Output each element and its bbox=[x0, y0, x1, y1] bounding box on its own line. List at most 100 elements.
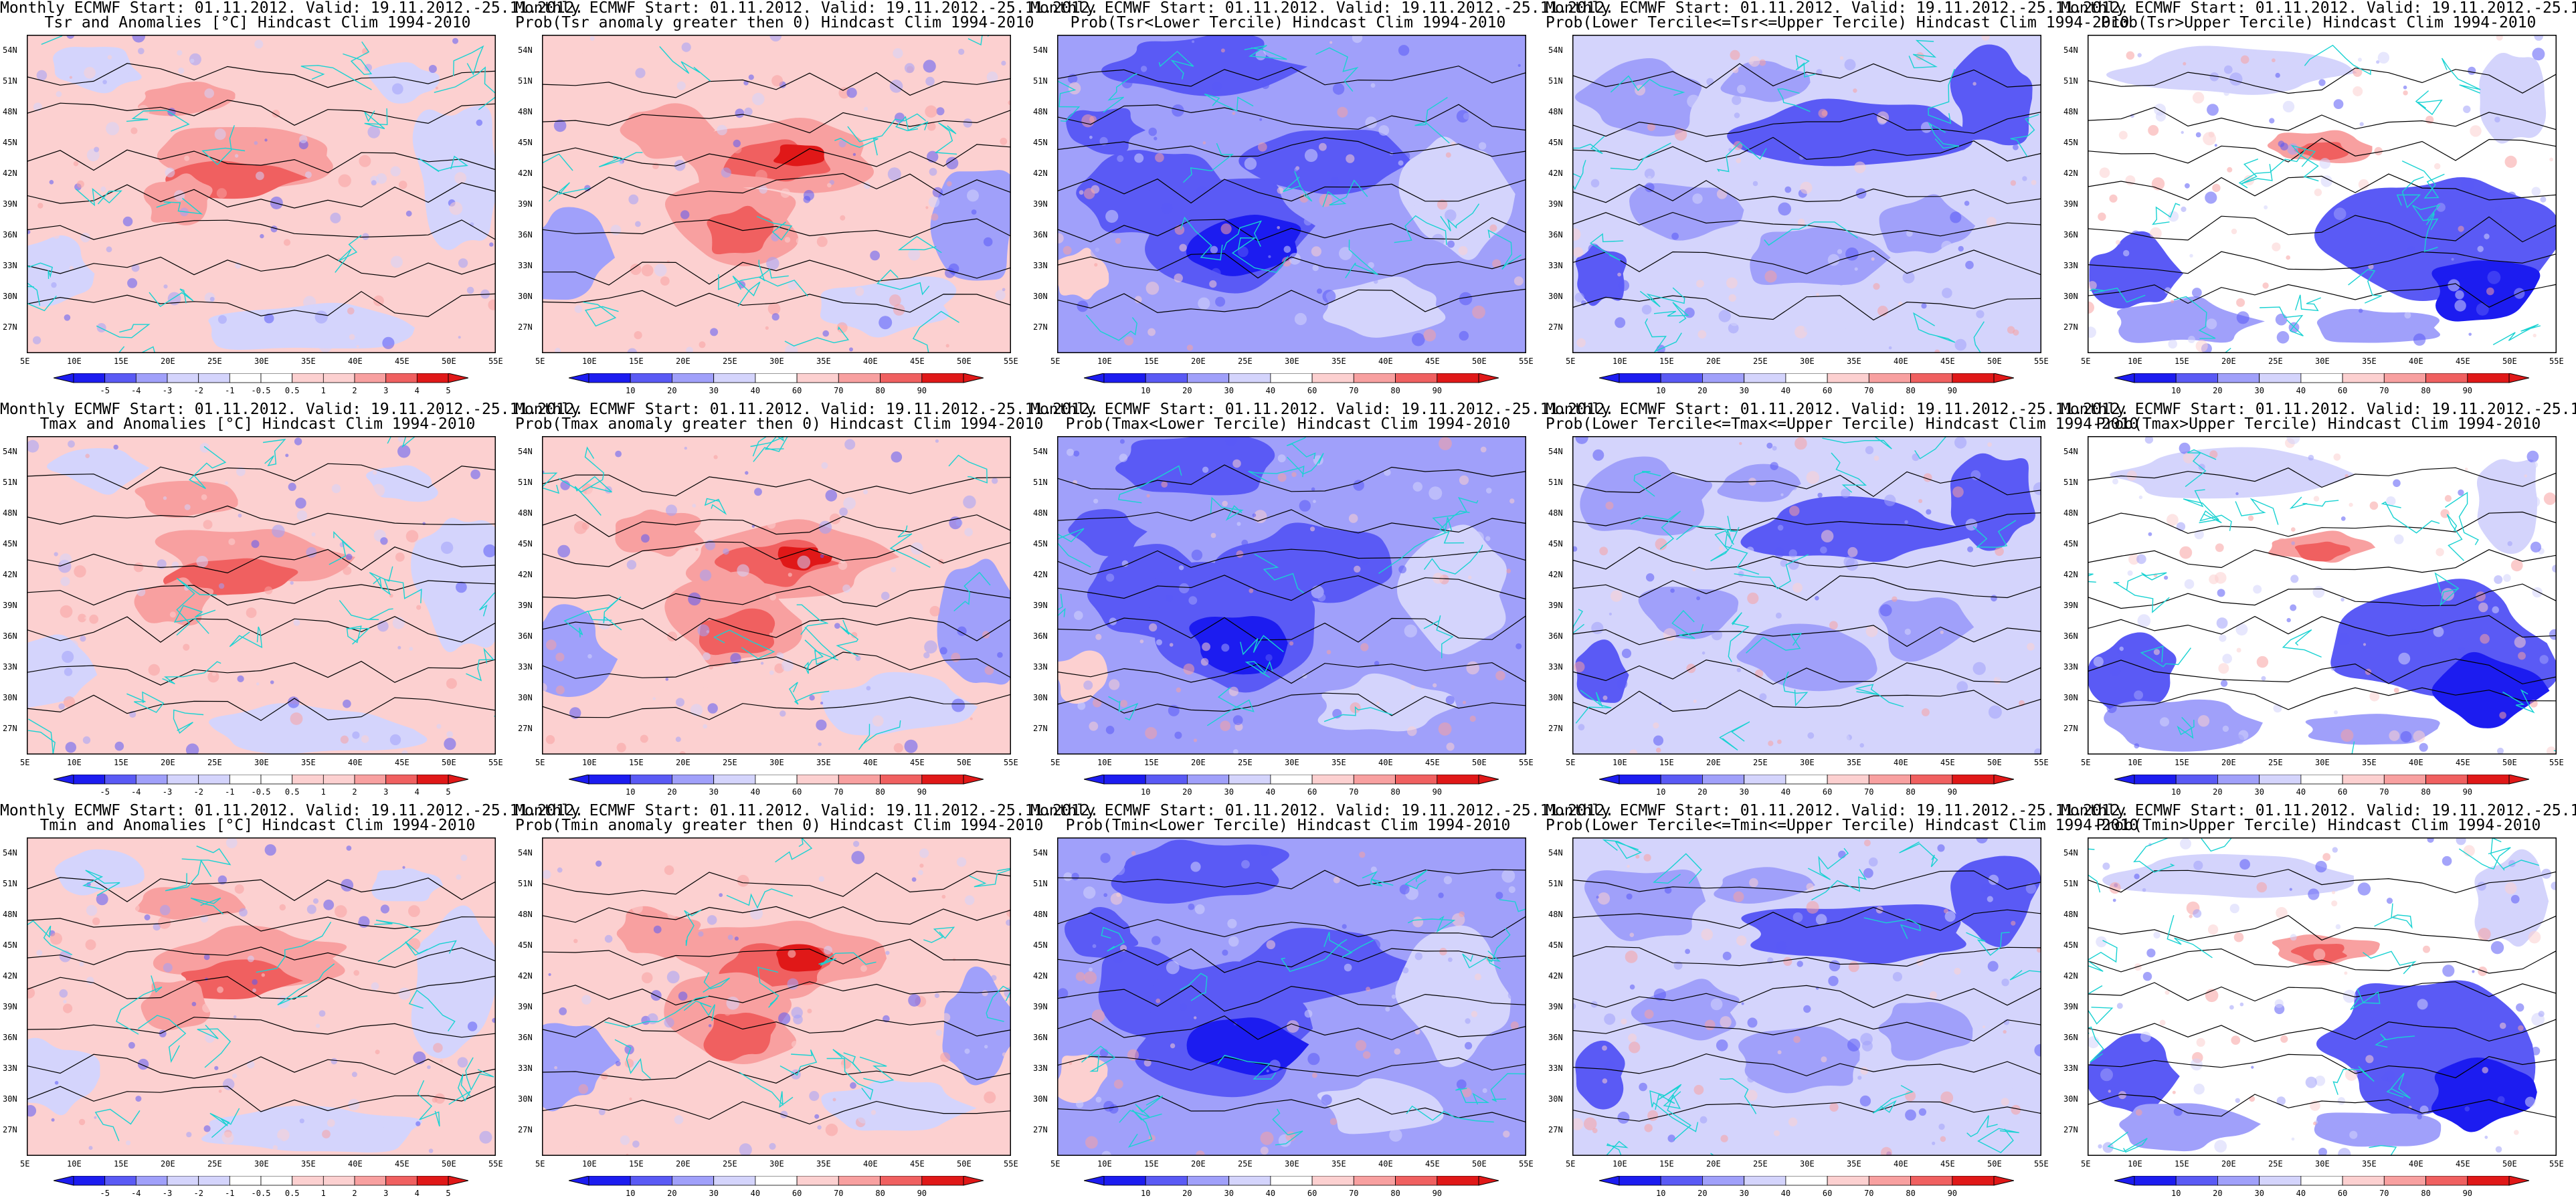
shaded-speckle bbox=[1304, 1009, 1313, 1018]
colorbar-swatch bbox=[1437, 373, 1479, 383]
colorbar-tick-label: -0.5 bbox=[252, 386, 271, 395]
colorbar-swatch bbox=[385, 1176, 418, 1186]
shaded-speckle bbox=[2398, 652, 2411, 665]
colorbar-swatch bbox=[385, 775, 418, 785]
country-border bbox=[1831, 452, 1867, 493]
colorbar-arrow-right bbox=[1993, 775, 2014, 785]
shaded-speckle bbox=[2331, 900, 2338, 907]
colorbar-swatch bbox=[73, 1176, 106, 1186]
shaded-speckle bbox=[1333, 876, 1340, 884]
country-border bbox=[343, 41, 373, 76]
shaded-speckle bbox=[1116, 892, 1121, 897]
shaded-area bbox=[2116, 296, 2265, 343]
shaded-speckle bbox=[1667, 1134, 1675, 1142]
shaded-speckle bbox=[1750, 80, 1754, 84]
shaded-speckle bbox=[748, 74, 754, 80]
shaded-speckle bbox=[1412, 332, 1425, 346]
colorbar-arrow-right bbox=[448, 775, 468, 785]
shaded-speckle bbox=[2349, 1130, 2358, 1139]
shaded-speckle bbox=[189, 641, 195, 645]
shaded-speckle bbox=[566, 1146, 570, 1150]
colorbar-tick-label: 70 bbox=[2379, 1189, 2389, 1198]
shaded-speckle bbox=[2167, 514, 2179, 526]
shaded-speckle bbox=[1972, 662, 1986, 676]
colorbar-tick-label: 2 bbox=[352, 787, 357, 797]
shaded-area bbox=[2476, 459, 2538, 555]
shaded-speckle bbox=[1155, 153, 1164, 163]
shaded-speckle bbox=[997, 651, 1003, 658]
country-border bbox=[818, 952, 877, 966]
shaded-speckle bbox=[608, 602, 612, 606]
shaded-speckle bbox=[771, 233, 779, 241]
colorbar-tick-label: 10 bbox=[2171, 787, 2181, 797]
isotherm-contour bbox=[1572, 512, 2041, 531]
isotherm-contour bbox=[2088, 615, 2557, 638]
shaded-speckle bbox=[114, 741, 124, 751]
panel-title-line2: Prob(Tmax anomaly greater then 0) Hindca… bbox=[515, 415, 1044, 433]
country-border bbox=[895, 116, 929, 132]
shaded-speckle bbox=[2264, 205, 2268, 209]
shaded-speckle bbox=[1377, 738, 1382, 742]
shaded-area bbox=[2431, 651, 2550, 728]
isotherm-contour bbox=[27, 505, 496, 526]
shaded-speckle bbox=[2442, 856, 2452, 866]
shaded-speckle bbox=[1189, 288, 1200, 300]
shaded-speckle bbox=[2504, 882, 2517, 894]
shaded-speckle bbox=[2009, 1078, 2021, 1090]
isotherm-contour bbox=[2088, 1094, 2557, 1118]
shaded-speckle bbox=[1063, 872, 1073, 882]
shaded-speckle bbox=[446, 678, 457, 689]
colorbar-tick-label: 60 bbox=[792, 787, 802, 797]
shaded-speckle bbox=[1800, 181, 1813, 194]
map-frame bbox=[1572, 837, 2041, 1156]
shaded-speckle bbox=[779, 710, 786, 717]
shaded-speckle bbox=[2223, 65, 2233, 74]
latitude-label: 51N bbox=[3, 478, 17, 487]
shaded-speckle bbox=[127, 278, 138, 288]
shaded-speckle bbox=[542, 682, 547, 693]
colorbar-swatch bbox=[2425, 775, 2468, 785]
longitude-label: 50E bbox=[2502, 758, 2517, 767]
country-border bbox=[2201, 837, 2233, 852]
country-border bbox=[1432, 497, 1479, 531]
shaded-speckle bbox=[280, 1027, 284, 1031]
colorbar-swatch bbox=[1827, 373, 1869, 383]
shaded-speckle bbox=[137, 1058, 149, 1070]
shaded-area bbox=[2088, 1033, 2180, 1116]
longitude-label: 55E bbox=[1519, 1159, 1534, 1169]
longitude-label: 10E bbox=[67, 758, 82, 767]
colorbar: 10 20 30 40 60 70 80 90 bbox=[1084, 775, 1499, 797]
shaded-speckle bbox=[1747, 1075, 1755, 1083]
shaded-speckle bbox=[945, 268, 955, 278]
shaded-speckle bbox=[1222, 949, 1228, 956]
longitude-label: 10E bbox=[2128, 758, 2142, 767]
shaded-speckle bbox=[809, 1091, 820, 1101]
shaded-speckle bbox=[2196, 1037, 2205, 1047]
shaded-speckle bbox=[397, 445, 411, 458]
colorbar-tick-label: 20 bbox=[1697, 386, 1707, 395]
shaded-speckle bbox=[1210, 245, 1218, 254]
shaded-speckle bbox=[2444, 495, 2452, 502]
shaded-speckle bbox=[1954, 338, 1966, 351]
shaded-speckle bbox=[676, 81, 686, 90]
shaded-speckle bbox=[2220, 708, 2231, 719]
shaded-speckle bbox=[2486, 287, 2494, 296]
shaded-speckle bbox=[554, 1066, 557, 1070]
shaded-speckle bbox=[1986, 217, 1997, 227]
colorbar-swatch bbox=[1395, 373, 1438, 383]
shaded-speckle bbox=[2110, 666, 2121, 676]
shaded-speckle bbox=[1471, 531, 1484, 544]
shaded-speckle bbox=[1211, 268, 1221, 278]
latitude-label: 39N bbox=[2063, 1002, 2078, 1011]
shaded-speckle bbox=[1739, 441, 1742, 445]
shaded-speckle bbox=[2456, 837, 2466, 845]
country-border bbox=[548, 182, 589, 202]
shaded-speckle bbox=[2227, 167, 2233, 173]
shaded-speckle bbox=[96, 323, 106, 332]
colorbar-tick-label: -3 bbox=[163, 386, 172, 395]
shaded-speckle bbox=[1752, 181, 1758, 187]
latitude-label: 42N bbox=[1033, 570, 1048, 579]
latitude-label: 48N bbox=[3, 508, 17, 518]
shaded-speckle bbox=[1382, 442, 1390, 451]
colorbar-tick-label: 10 bbox=[2171, 1189, 2181, 1198]
